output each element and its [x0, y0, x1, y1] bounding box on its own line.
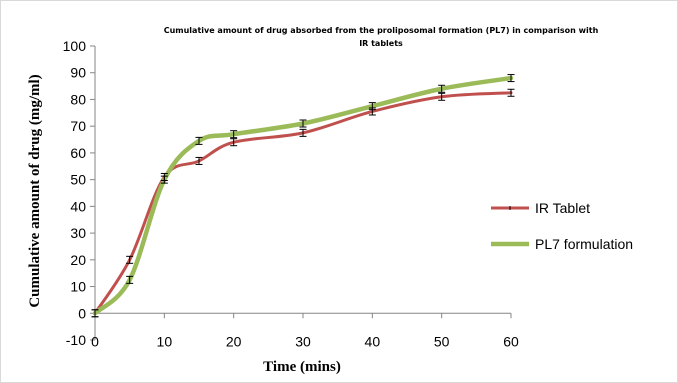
x-tick-label: 60	[503, 333, 519, 349]
data-point-pl7-formulation	[160, 175, 168, 184]
data-point-ir-tablet	[507, 88, 515, 97]
y-tick-label: 30	[70, 225, 86, 241]
y-tick-label: 10	[70, 279, 86, 295]
y-tick-label: 70	[70, 118, 86, 134]
y-tick-label: 60	[70, 145, 86, 161]
y-tick-label: 0	[78, 305, 86, 321]
legend-item-ir-tablet: IR Tablet	[491, 200, 590, 216]
x-tick-label: 40	[365, 333, 381, 349]
data-point-pl7-formulation	[299, 119, 307, 128]
data-point-ir-tablet	[438, 92, 446, 101]
data-point-ir-tablet	[126, 255, 134, 264]
chart-title-line-2: IR tablets	[359, 39, 403, 48]
data-point-ir-tablet	[195, 156, 203, 165]
data-point-pl7-formulation	[230, 130, 238, 139]
chart-title-line-1: Cumulative amount of drug absorbed from …	[164, 26, 599, 35]
y-tick-label: 20	[70, 252, 86, 268]
series-layer	[91, 74, 515, 318]
data-point-pl7-formulation	[438, 84, 446, 93]
legend-label: PL7 formulation	[535, 236, 633, 252]
data-point-ir-tablet	[230, 138, 238, 147]
y-tick-label: -10	[66, 332, 86, 348]
y-axis-title: Cumulative amount of drug (mg/ml)	[27, 74, 43, 307]
data-point-pl7-formulation	[126, 275, 134, 284]
x-tick-label: 50	[434, 333, 450, 349]
x-axis-title: Time (mins)	[263, 359, 341, 375]
x-tick-label: 30	[295, 333, 311, 349]
data-point-pl7-formulation	[507, 74, 515, 83]
series-line-pl7-formulation	[92, 75, 514, 316]
y-tick-label: 100	[63, 38, 87, 54]
x-tick-label: 20	[226, 333, 242, 349]
legend-item-pl7-formulation: PL7 formulation	[491, 236, 633, 252]
legend: IR Tablet PL7 formulation	[491, 200, 633, 252]
y-tick-label: 40	[70, 198, 86, 214]
x-tick-label: 10	[157, 333, 173, 349]
data-point-pl7-formulation	[368, 102, 376, 111]
axes: -10 0 10 20 30 40 50 60 70 80 90 100 0 10 20 30 40 50 60	[63, 38, 519, 349]
y-tick-label: 90	[70, 65, 86, 81]
data-point-pl7-formulation	[195, 136, 203, 145]
y-tick-label: 50	[70, 172, 86, 188]
x-tick-label: 0	[91, 333, 99, 349]
data-point-pl7-formulation	[91, 309, 99, 318]
legend-label: IR Tablet	[535, 200, 590, 216]
data-point-ir-tablet	[299, 128, 307, 137]
y-tick-label: 80	[70, 91, 86, 107]
